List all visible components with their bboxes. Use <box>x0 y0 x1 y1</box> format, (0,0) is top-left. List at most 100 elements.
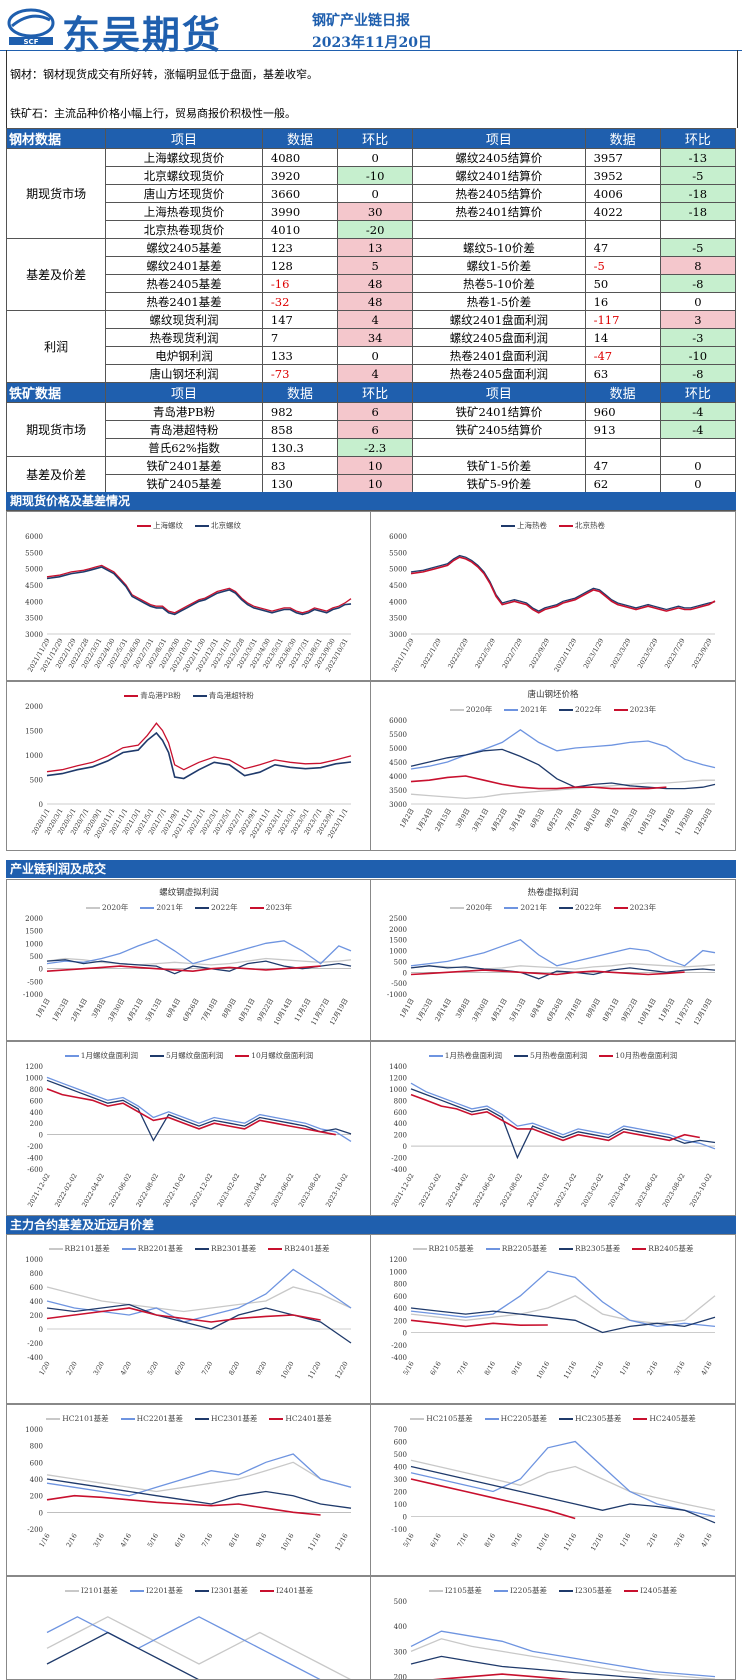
legend-entry: RB2101基差 <box>48 1243 110 1254</box>
legend-entry: I2201基差 <box>129 1585 183 1596</box>
x-tick-label: 2022-02-02 <box>417 1172 443 1208</box>
chart-legend: HC2105基差 HC2205基差 HC2305基差 HC2405基差 <box>371 1413 735 1424</box>
series-line <box>410 1270 716 1328</box>
change-cell: -4 <box>659 402 737 421</box>
change-cell: -8 <box>659 364 737 383</box>
y-tick-label: 2000 <box>25 703 43 711</box>
series-line <box>46 1268 352 1323</box>
y-tick-label: 2000 <box>389 926 407 934</box>
x-tick-label: 8月10日 <box>582 807 602 833</box>
item-label <box>412 438 586 457</box>
series-line <box>46 1076 352 1142</box>
y-tick-label: 600 <box>30 1459 43 1467</box>
value-cell: 147 <box>261 310 339 329</box>
x-tick-label: 9月22日 <box>256 997 276 1023</box>
change-cell: -18 <box>659 202 737 221</box>
table-row: 期现货市场 上海螺纹现货价 4080 0 螺纹2405结算价 3957 -13 <box>5 148 737 239</box>
y-tick-label: 1500 <box>25 928 43 936</box>
item-label: 热卷2401盘面利润 <box>412 346 586 365</box>
legend-entry: 青岛港超特粉 <box>192 690 254 701</box>
series-line <box>410 554 716 612</box>
y-tick-label: 400 <box>394 1464 407 1472</box>
header-cell: 数据 <box>584 382 661 403</box>
item-label: 铁矿2401基差 <box>105 456 263 475</box>
group-label: 基差及价差 <box>5 456 107 493</box>
x-tick-label: 8月9日 <box>220 997 238 1019</box>
y-tick-label: 300 <box>394 1648 407 1656</box>
y-tick-label: 600 <box>30 1097 43 1105</box>
x-tick-label: 2023-08-02 <box>661 1172 687 1208</box>
item-label: 铁矿5-9价差 <box>412 474 586 493</box>
x-tick-label: 9/16 <box>510 1532 524 1549</box>
y-tick-label: 2000 <box>25 915 43 923</box>
x-tick-label: 12/16 <box>333 1532 349 1552</box>
series-line <box>46 959 352 975</box>
x-tick-label: 2021-12-02 <box>26 1172 52 1208</box>
x-tick-label: 8/20 <box>227 1360 241 1377</box>
value-cell: 3990 <box>261 202 339 221</box>
x-tick-label: 10/20 <box>279 1360 295 1380</box>
item-label: 螺纹2405盘面利润 <box>412 328 586 347</box>
change-cell: -3 <box>659 328 737 347</box>
x-tick-label: 9/16 <box>510 1360 524 1377</box>
x-tick-label: 3/16 <box>672 1360 686 1377</box>
legend-entry: RB2205基差 <box>485 1243 547 1254</box>
chart-legend: 上海热卷 北京热卷 <box>371 520 735 531</box>
series-line <box>432 1673 572 1679</box>
chart-svg: -600 -400 -200 0 200 400 600 800 1000 1200 2021-12… <box>25 1063 352 1208</box>
y-tick-label: 200 <box>394 1132 407 1140</box>
change-cell: 30 <box>337 202 414 221</box>
change-cell: 0 <box>659 292 737 311</box>
x-tick-label: 2/16 <box>645 1532 659 1549</box>
series-line <box>410 729 716 770</box>
x-tick-label: 2022/5/29 <box>473 637 497 670</box>
change-cell: -10 <box>659 346 737 365</box>
x-tick-label: 1/16 <box>37 1532 51 1549</box>
y-tick-label: 4000 <box>25 598 43 606</box>
item-label: 热卷2405结算价 <box>412 184 586 203</box>
x-tick-label: 1月23日 <box>51 997 71 1023</box>
chart-legend: I2105基差 I2205基差 I2305基差 I2405基差 <box>371 1585 735 1596</box>
item-label: 普氏62%指数 <box>105 438 263 457</box>
x-tick-label: 2022-04-02 <box>80 1172 106 1208</box>
series-line <box>410 1307 716 1334</box>
chart-legend: 2020年 2021年 2022年 2023年 <box>7 902 371 913</box>
item-label: 热卷现货利润 <box>105 328 263 347</box>
change-cell: -13 <box>659 148 737 167</box>
chart-panel-c9: RB2101基差 RB2201基差 RB2301基差 RB2401基差 -400 -200… <box>6 1234 372 1404</box>
chart-legend: 1月热卷盘面利润 5月热卷盘面利润 10月热卷盘面利润 <box>371 1050 735 1061</box>
x-tick-label: 5/20 <box>146 1360 160 1377</box>
y-tick-label: 5000 <box>25 566 43 574</box>
y-tick-label: 200 <box>30 1493 43 1501</box>
change-cell: 4 <box>337 310 414 329</box>
value-cell: 913 <box>584 420 661 439</box>
value-cell: 130.3 <box>261 438 339 457</box>
x-tick-label: 3月30日 <box>471 997 491 1023</box>
y-tick-label: 0 <box>39 1509 43 1517</box>
x-tick-label: 2/16 <box>65 1532 79 1549</box>
table-row: 普氏62%指数 130.3 -2.3 <box>7 438 737 457</box>
chart-panel-c11: HC2101基差 HC2201基差 HC2301基差 HC2401基差 -200 0 200… <box>6 1404 372 1576</box>
legend-entry: HC2201基差 <box>120 1413 183 1424</box>
x-tick-label: 8月9日 <box>584 997 602 1019</box>
chart-panel-c13: I2101基差 I2201基差 I2301基差 I2401基差 <box>6 1576 372 1680</box>
value-cell: -47 <box>584 346 661 365</box>
chart-panel-c3: 青岛港PB粉 青岛港超特粉 0 500 1000 1500 2000 2020/1/1 2020… <box>6 681 372 851</box>
legend-entry: 2021年 <box>140 902 183 913</box>
header-cell: 数据 <box>584 128 661 149</box>
series-line <box>46 1631 199 1679</box>
change-cell: -20 <box>337 220 414 239</box>
legend-entry: 1月螺纹盘面利润 <box>64 1050 138 1061</box>
value-cell: 83 <box>261 456 339 475</box>
chart-panel-c7: 1月螺纹盘面利润 5月螺纹盘面利润 10月螺纹盘面利润 -600 -400 -200 0 20… <box>6 1041 372 1216</box>
change-cell <box>659 438 737 457</box>
x-tick-label: 7月18日 <box>564 997 584 1023</box>
x-tick-label: 12/16 <box>589 1360 605 1380</box>
series-line <box>410 775 667 790</box>
item-label: 热卷2401基差 <box>105 292 263 311</box>
table-row: 热卷2405基差 -16 48 热卷5-10价差 50 -8 <box>7 274 737 293</box>
legend-entry: 2022年 <box>559 704 602 715</box>
y-tick-label: 5500 <box>25 549 43 557</box>
x-tick-label: 10月15日 <box>636 807 658 837</box>
change-cell: 48 <box>337 292 414 311</box>
